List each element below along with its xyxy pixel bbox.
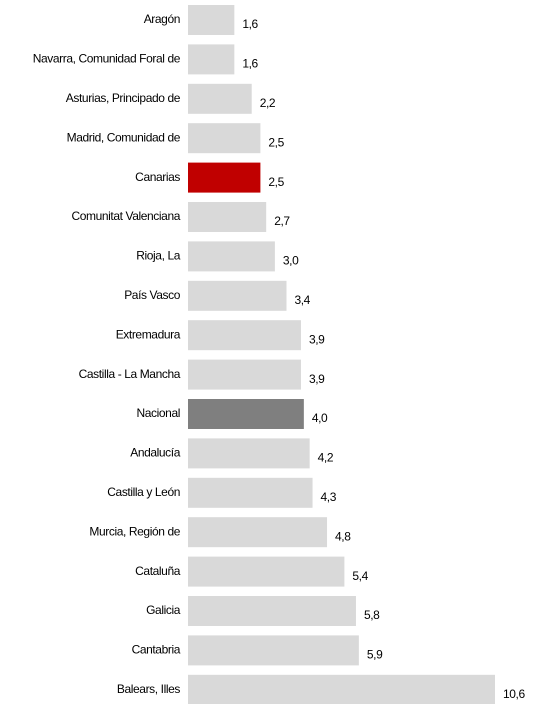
category-label: Castilla - La Mancha <box>79 367 181 381</box>
bar <box>188 438 310 469</box>
category-label: Extremadura <box>116 327 181 341</box>
category-label: Asturias, Principado de <box>66 91 181 105</box>
category-label: Nacional <box>137 406 181 420</box>
value-label: 2,7 <box>274 214 290 228</box>
value-label: 4,0 <box>312 411 328 425</box>
bar <box>188 635 359 666</box>
value-label: 4,2 <box>318 451 334 465</box>
bar <box>188 674 495 704</box>
value-label: 3,0 <box>283 254 299 268</box>
category-label: Galicia <box>146 603 181 617</box>
value-label: 3,9 <box>309 332 325 346</box>
bar <box>188 202 267 232</box>
bar <box>188 241 275 272</box>
value-label: 3,9 <box>309 372 325 386</box>
bar <box>188 44 235 75</box>
bar <box>188 399 304 429</box>
category-label: Aragón <box>144 12 180 26</box>
value-label: 2,5 <box>268 135 284 149</box>
bar <box>188 556 345 587</box>
bar <box>188 320 301 351</box>
value-label: 1,6 <box>242 57 258 71</box>
bar <box>188 596 356 626</box>
value-label: 1,6 <box>242 17 258 31</box>
bar <box>188 162 261 193</box>
category-label: Madrid, Comunidad de <box>67 130 181 144</box>
bar <box>188 83 252 114</box>
bar <box>188 359 301 390</box>
category-label: Balears, Illes <box>117 682 180 696</box>
category-label: Murcia, Región de <box>89 524 180 538</box>
category-label: Castilla y León <box>107 485 180 499</box>
category-label: Andalucía <box>130 446 180 460</box>
value-label: 3,4 <box>294 293 310 307</box>
value-label: 5,8 <box>364 608 380 622</box>
category-label: Cataluña <box>135 564 181 578</box>
value-label: 4,3 <box>321 490 337 504</box>
value-label: 2,2 <box>260 96 276 110</box>
category-label: Comunitat Valenciana <box>71 209 180 223</box>
value-label: 10,6 <box>503 687 525 701</box>
category-label: Rioja, La <box>136 249 180 263</box>
category-label: País Vasco <box>124 288 181 302</box>
bar <box>188 477 313 508</box>
bar <box>188 517 328 548</box>
value-label: 5,4 <box>352 569 368 583</box>
bar <box>188 280 287 311</box>
bar <box>188 5 235 35</box>
value-label: 2,5 <box>268 175 284 189</box>
category-label: Canarias <box>135 170 180 184</box>
value-label: 5,9 <box>367 648 383 662</box>
category-label: Cantabria <box>132 643 181 657</box>
bar <box>188 123 261 154</box>
category-label: Navarra, Comunidad Foral de <box>33 52 181 66</box>
value-label: 4,8 <box>335 529 351 543</box>
